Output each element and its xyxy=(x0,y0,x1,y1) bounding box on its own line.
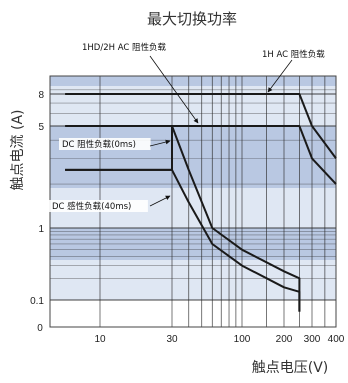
plot-band xyxy=(50,86,336,126)
series-annotation-3: DC 阻性负载(0ms) xyxy=(62,139,136,150)
x-tick-label: 300 xyxy=(304,334,321,345)
series-line-1 xyxy=(65,93,337,159)
plot-band xyxy=(50,126,336,188)
series-line-4 xyxy=(65,168,301,312)
y-tick-label: 0 xyxy=(37,323,43,334)
plot-band xyxy=(50,76,336,86)
plot-background xyxy=(50,76,336,327)
plot-band xyxy=(50,260,336,300)
annotation-arrow xyxy=(149,139,171,147)
annotation-arrow xyxy=(149,55,199,124)
annotation-bg xyxy=(259,48,336,60)
annotation-arrow xyxy=(267,59,293,93)
y-tick-label: 0.1 xyxy=(30,296,44,307)
y-tick-label: 5 xyxy=(38,122,44,133)
annotation-group: 1HD/2H AC 阻性负载 1H AC 阻性负载 DC 阻性负载(0ms) DC 感… xyxy=(49,41,336,212)
series-annotation-2: 1H AC 阻性负载 xyxy=(262,49,325,60)
series-line-2 xyxy=(65,125,337,185)
annotation-bg xyxy=(49,200,148,212)
y-tick-label: 1 xyxy=(38,224,44,235)
annotation-bg xyxy=(79,41,186,53)
tick-labels: 10 30 100 200 300 400 0 8 5 1 0.1 xyxy=(30,90,345,345)
x-tick-label: 200 xyxy=(276,334,293,345)
y-tick-label: 8 xyxy=(38,90,44,101)
series-line-3 xyxy=(65,125,301,312)
x-axis-label: 触点电压(V) xyxy=(252,360,329,376)
x-tick-label: 30 xyxy=(166,334,178,345)
annotation-arrow xyxy=(149,195,171,207)
y-axis-label: 触点电流 (A) xyxy=(10,110,26,191)
plot-band xyxy=(50,300,336,327)
series-annotation-4: DC 感性负载(40ms) xyxy=(52,201,131,212)
x-tick-label: 100 xyxy=(234,334,251,345)
series-annotation-1: 1HD/2H AC 阻性负载 xyxy=(82,42,167,53)
x-tick-label: 400 xyxy=(328,334,345,345)
annotation-bg xyxy=(59,138,151,150)
chart-title: 最大切换功率 xyxy=(147,10,237,28)
x-tick-label: 10 xyxy=(94,334,106,345)
series-group xyxy=(65,93,337,312)
